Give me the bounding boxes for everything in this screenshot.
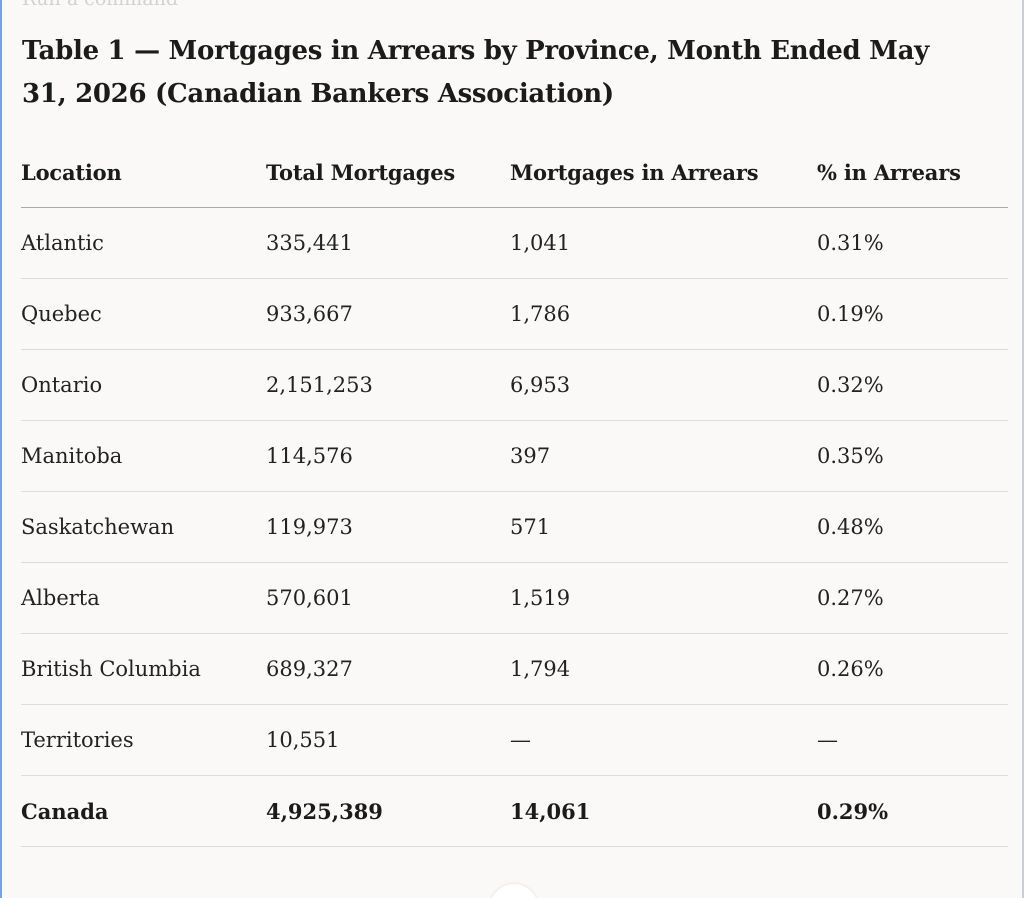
cell-percent-in-arrears: 0.27% [817, 562, 1008, 634]
cell-location: Manitoba [21, 420, 266, 492]
cell-location: Saskatchewan [21, 491, 266, 563]
cell-percent-in-arrears: 0.48% [817, 491, 1008, 563]
cell-mortgages-in-arrears: 571 [510, 491, 817, 563]
cell-mortgages-in-arrears: 1,041 [510, 207, 817, 279]
cell-location: Atlantic [21, 207, 266, 279]
table-row: Ontario 2,151,253 6,953 0.32% [21, 349, 1008, 421]
cell-percent-in-arrears: 0.35% [817, 420, 1008, 492]
cell-percent-in-arrears: 0.29% [817, 775, 1008, 847]
column-header-location: Location [21, 137, 266, 208]
cell-total-mortgages: 114,576 [266, 420, 510, 492]
cell-percent-in-arrears: 0.31% [817, 207, 1008, 279]
cell-percent-in-arrears: 0.32% [817, 349, 1008, 421]
table-row: Quebec 933,667 1,786 0.19% [21, 278, 1008, 350]
cell-location: Ontario [21, 349, 266, 421]
table-row: Saskatchewan 119,973 571 0.48% [21, 491, 1008, 563]
total-row: Canada 4,925,389 14,061 0.29% [21, 775, 1008, 847]
table-row: Manitoba 114,576 397 0.35% [21, 420, 1008, 492]
cell-total-mortgages: 4,925,389 [266, 775, 510, 847]
cell-total-mortgages: 10,551 [266, 704, 510, 776]
table-row: Atlantic 335,441 1,041 0.31% [21, 207, 1008, 279]
cell-percent-in-arrears: — [817, 704, 1008, 776]
table-row: British Columbia 689,327 1,794 0.26% [21, 633, 1008, 705]
cell-location: British Columbia [21, 633, 266, 705]
cell-mortgages-in-arrears: 1,794 [510, 633, 817, 705]
cell-location: Territories [21, 704, 266, 776]
cell-total-mortgages: 2,151,253 [266, 349, 510, 421]
cell-location: Alberta [21, 562, 266, 634]
command-input-ghost[interactable]: Run a command [22, 0, 178, 10]
cell-total-mortgages: 689,327 [266, 633, 510, 705]
cell-mortgages-in-arrears: 1,519 [510, 562, 817, 634]
cell-percent-in-arrears: 0.26% [817, 633, 1008, 705]
cell-mortgages-in-arrears: 6,953 [510, 349, 817, 421]
cell-mortgages-in-arrears: 14,061 [510, 775, 817, 847]
cell-total-mortgages: 335,441 [266, 207, 510, 279]
scroll-down-button[interactable] [490, 884, 538, 898]
cell-total-mortgages: 119,973 [266, 491, 510, 563]
cell-total-mortgages: 570,601 [266, 562, 510, 634]
cell-percent-in-arrears: 0.19% [817, 278, 1008, 350]
cell-location: Canada [21, 775, 266, 847]
cell-mortgages-in-arrears: 1,786 [510, 278, 817, 350]
column-header-total-mortgages: Total Mortgages [266, 137, 510, 208]
column-header-mortgages-in-arrears: Mortgages in Arrears [510, 137, 817, 208]
table-row: Territories 10,551 — — [21, 704, 1008, 776]
table-row: Alberta 570,601 1,519 0.27% [21, 562, 1008, 634]
header-row: Location Total Mortgages Mortgages in Ar… [21, 137, 1008, 208]
cell-total-mortgages: 933,667 [266, 278, 510, 350]
arrears-table: Location Total Mortgages Mortgages in Ar… [21, 137, 1008, 847]
cell-location: Quebec [21, 278, 266, 350]
column-header-percent-in-arrears: % in Arrears [817, 137, 1008, 208]
cell-mortgages-in-arrears: 397 [510, 420, 817, 492]
table-title: Table 1 — Mortgages in Arrears by Provin… [22, 36, 929, 109]
cell-mortgages-in-arrears: — [510, 704, 817, 776]
